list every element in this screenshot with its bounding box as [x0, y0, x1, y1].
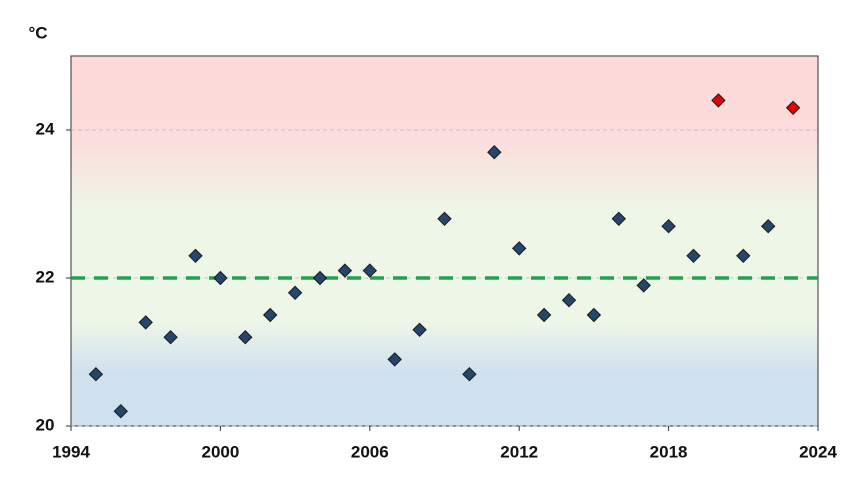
data-point	[736, 248, 751, 264]
data-point	[337, 263, 353, 278]
y-tick-label: 22	[36, 267, 55, 286]
data-point	[561, 292, 577, 308]
data-point	[287, 285, 303, 301]
data-point	[487, 144, 502, 160]
data-point	[412, 322, 427, 338]
data-point	[213, 270, 228, 286]
data-point	[113, 403, 129, 419]
data-point	[138, 315, 153, 330]
x-tick-label: 1994	[52, 442, 90, 461]
plot-area	[70, 55, 819, 427]
data-point	[163, 329, 178, 345]
data-point	[511, 241, 527, 256]
data-point	[785, 100, 801, 116]
data-point	[387, 352, 402, 367]
y-axis-label: °C	[28, 23, 47, 42]
data-point	[636, 278, 651, 293]
y-tick-label: 20	[36, 415, 55, 434]
data-point	[586, 307, 602, 323]
data-point	[686, 248, 701, 264]
data-point	[362, 263, 378, 278]
data-point	[611, 211, 627, 227]
data-point	[262, 307, 278, 323]
data-point	[437, 211, 452, 227]
data-point	[312, 270, 328, 286]
x-tick-label: 2018	[650, 442, 688, 461]
x-tick-label: 2000	[201, 442, 239, 461]
data-point	[462, 366, 477, 382]
x-tick-label: 2006	[351, 442, 389, 461]
data-point	[88, 366, 104, 382]
data-point	[711, 93, 726, 108]
data-point	[661, 218, 676, 234]
data-point	[188, 248, 203, 264]
data-point	[238, 329, 253, 345]
x-tick-label: 2024	[799, 442, 837, 461]
x-tick-label: 2012	[500, 442, 538, 461]
y-tick-label: 24	[36, 119, 55, 138]
data-point	[536, 307, 552, 323]
data-point	[760, 218, 776, 234]
